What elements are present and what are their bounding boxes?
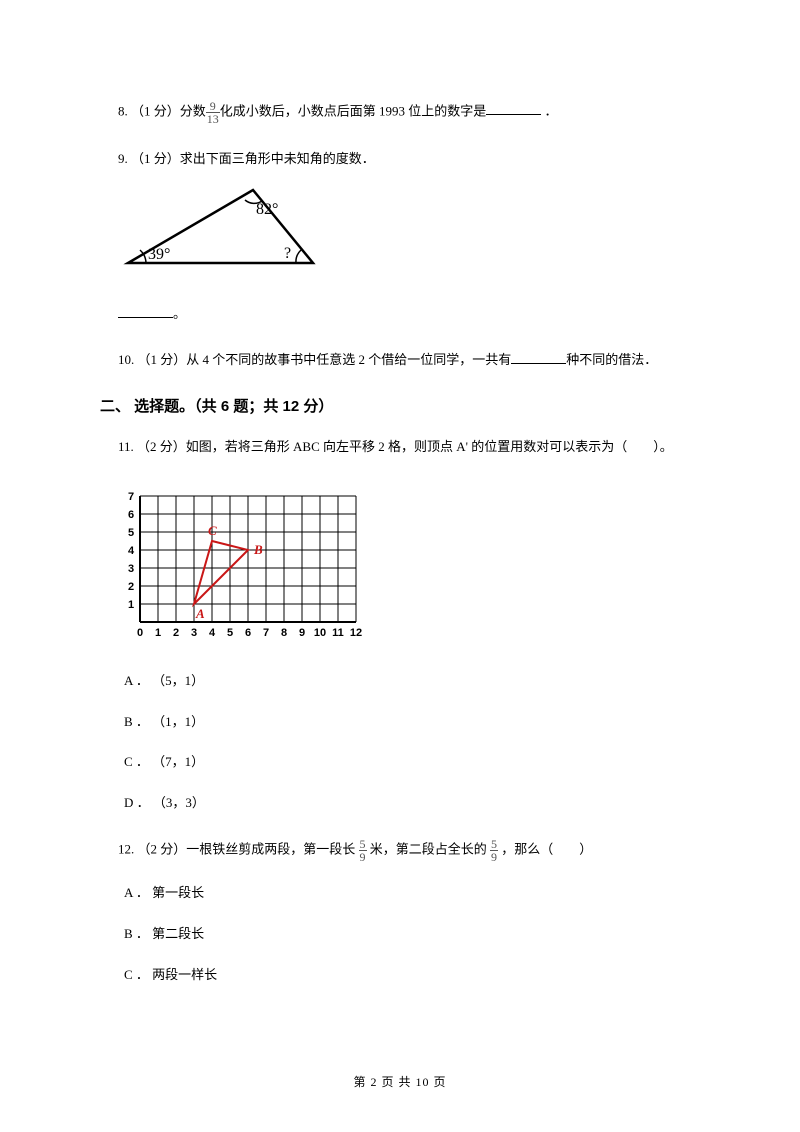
question-11: 11. （2 分）如图，若将三角形 ABC 向左平移 2 格，则顶点 A' 的位… <box>118 437 700 814</box>
q9-answer-row: 。 <box>118 304 700 325</box>
svg-text:4: 4 <box>128 545 135 557</box>
coordinate-grid-figure: 01234567891011121234567ABC <box>118 474 700 651</box>
q11-options: A ． （5，1） B ． （1，1） C ． （7，1） D ． （3，3） <box>118 671 700 814</box>
q12-pre: 一根铁丝剪成两段，第一段长 <box>186 841 358 856</box>
q11-number: 11. <box>118 439 137 454</box>
q10-post: 种不同的借法． <box>566 352 657 367</box>
section-heading-2: 二、 选择题。（共 6 题；共 12 分） <box>100 395 700 419</box>
svg-text:12: 12 <box>350 627 362 639</box>
svg-text:A: A <box>195 606 205 621</box>
question-10: 10. （1 分）从 4 个不同的故事书中任意选 2 个借给一位同学，一共有 种不… <box>118 350 700 371</box>
svg-text:7: 7 <box>263 627 269 639</box>
q8-points: （1 分） <box>131 103 180 118</box>
q11-option-b[interactable]: B ． （1，1） <box>124 712 700 733</box>
q9-blank-suffix: 。 <box>173 306 186 321</box>
q12-number: 12. <box>118 841 138 856</box>
q10-points: （1 分） <box>138 352 187 367</box>
q8-pre: 分数 <box>180 103 206 118</box>
q9-points: （1 分） <box>131 151 180 166</box>
svg-text:0: 0 <box>137 627 143 639</box>
q8-tail: ． <box>541 103 557 118</box>
svg-text:4: 4 <box>209 627 216 639</box>
svg-text:3: 3 <box>191 627 197 639</box>
svg-text:2: 2 <box>128 581 134 593</box>
question-8: 8. （1 分）分数913化成小数后，小数点后面第 1993 位上的数字是 ． <box>118 100 700 125</box>
svg-text:B: B <box>253 542 263 557</box>
q10-number: 10. <box>118 352 138 367</box>
triangle-figure: 82° 39° ? <box>118 178 700 280</box>
q11-option-d[interactable]: D ． （3，3） <box>124 793 700 814</box>
svg-text:10: 10 <box>314 627 326 639</box>
svg-text:3: 3 <box>128 563 134 575</box>
svg-text:5: 5 <box>128 527 134 539</box>
fraction-5-9-a: 59 <box>359 838 367 863</box>
svg-text:11: 11 <box>332 627 344 639</box>
question-9: 9. （1 分）求出下面三角形中未知角的度数． 82° 39° ? <box>118 149 700 280</box>
q9-number: 9. <box>118 151 131 166</box>
q8-post: 化成小数后，小数点后面第 1993 位上的数字是 <box>220 103 487 118</box>
q12-options: A ． 第一段长 B ． 第二段长 C ． 两段一样长 <box>118 883 700 985</box>
svg-text:C: C <box>208 523 217 538</box>
q8-number: 8. <box>118 103 131 118</box>
svg-text:6: 6 <box>245 627 251 639</box>
fraction-9-13: 913 <box>206 100 220 125</box>
angle-unknown: ? <box>284 245 291 262</box>
svg-text:2: 2 <box>173 627 179 639</box>
svg-text:9: 9 <box>299 627 305 639</box>
q11-option-c[interactable]: C ． （7，1） <box>124 752 700 773</box>
q12-option-a[interactable]: A ． 第一段长 <box>124 883 700 904</box>
svg-text:7: 7 <box>128 491 134 503</box>
q8-blank[interactable] <box>486 102 541 115</box>
svg-text:1: 1 <box>128 599 134 611</box>
q10-pre: 从 4 个不同的故事书中任意选 2 个借给一位同学，一共有 <box>186 352 511 367</box>
q12-option-b[interactable]: B ． 第二段长 <box>124 924 700 945</box>
q11-text: 如图，若将三角形 ABC 向左平移 2 格，则顶点 A' 的位置用数对可以表示为… <box>186 439 673 454</box>
svg-text:1: 1 <box>155 627 161 639</box>
svg-text:6: 6 <box>128 509 134 521</box>
fraction-5-9-b: 59 <box>490 838 498 863</box>
q12-mid: 米，第二段占全长的 <box>367 841 491 856</box>
angle-39: 39° <box>148 246 170 263</box>
svg-text:5: 5 <box>227 627 233 639</box>
q10-blank[interactable] <box>511 351 566 364</box>
q11-option-a[interactable]: A ． （5，1） <box>124 671 700 692</box>
svg-text:8: 8 <box>281 627 287 639</box>
angle-82: 82° <box>256 201 278 218</box>
q12-option-c[interactable]: C ． 两段一样长 <box>124 965 700 986</box>
q11-points: （2 分） <box>137 439 186 454</box>
q9-text: 求出下面三角形中未知角的度数． <box>180 151 375 166</box>
page-body: 8. （1 分）分数913化成小数后，小数点后面第 1993 位上的数字是 ． … <box>0 0 800 1049</box>
question-12: 12. （2 分）一根铁丝剪成两段，第一段长 59 米，第二段占全长的 59 ，… <box>118 838 700 985</box>
q12-points: （2 分） <box>138 841 187 856</box>
q9-blank[interactable] <box>118 305 173 318</box>
page-footer: 第 2 页 共 10 页 <box>0 1073 800 1092</box>
q12-post: ，那么（ ） <box>498 841 592 856</box>
